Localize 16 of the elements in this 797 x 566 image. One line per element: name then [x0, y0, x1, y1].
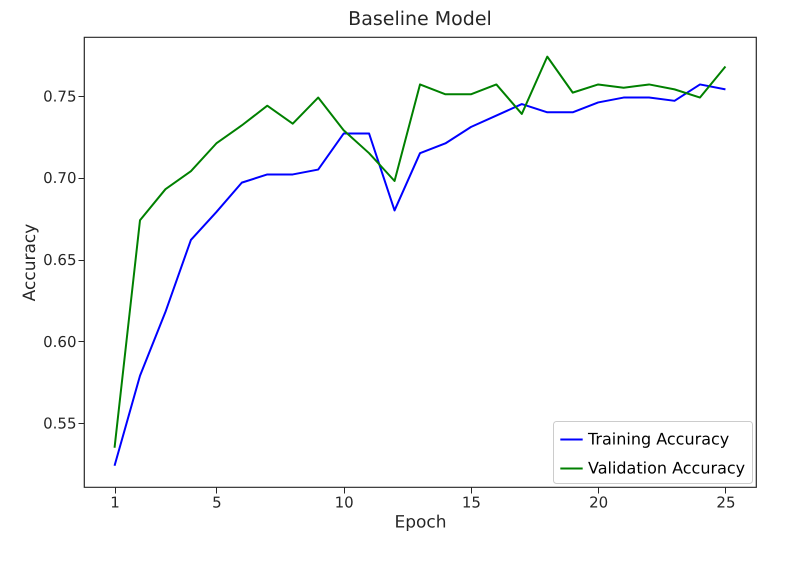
x-tick-label: 10: [334, 494, 354, 512]
x-tick-label: 25: [716, 494, 736, 512]
chart-title: Baseline Model: [348, 8, 492, 30]
x-axis-title: Epoch: [394, 512, 447, 532]
x-tick-label: 5: [212, 494, 222, 512]
x-tick-label: 20: [589, 494, 608, 512]
x-tick-label: 1: [110, 494, 120, 512]
y-tick-label: 0.70: [43, 169, 76, 188]
y-tick-label: 0.65: [43, 251, 76, 270]
x-tick-label: 15: [462, 494, 481, 512]
y-tick-label: 0.55: [43, 414, 76, 433]
legend-label: Validation Accuracy: [588, 458, 746, 478]
legend-label: Training Accuracy: [587, 430, 730, 448]
y-tick-label: 0.75: [43, 87, 76, 106]
y-axis-title: Accuracy: [20, 224, 40, 302]
y-tick-label: 0.60: [43, 332, 76, 351]
